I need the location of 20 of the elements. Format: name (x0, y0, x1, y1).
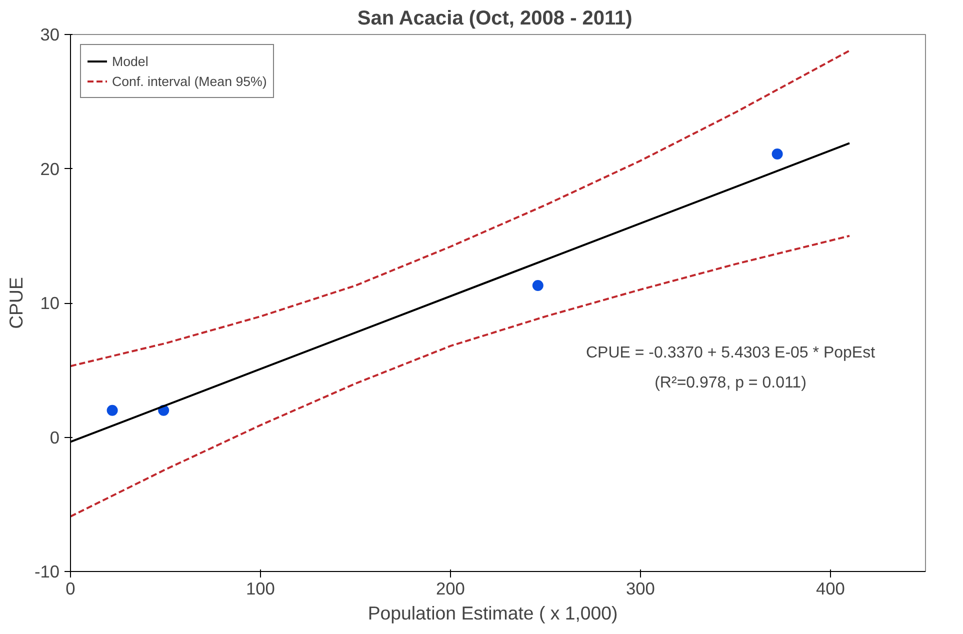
x-tick-label: 400 (816, 578, 845, 598)
annotation: CPUE = -0.3370 + 5.4303 E-05 * PopEst (586, 344, 876, 362)
legend-label: Model (112, 54, 148, 68)
point (532, 280, 544, 292)
legend-label: Conf. interval (Mean 95%) (112, 74, 267, 88)
y-tick-label: 0 (50, 427, 60, 448)
point (772, 148, 783, 160)
x-tick-label: 0 (66, 578, 76, 598)
x-tick-label: 100 (246, 578, 275, 598)
x-tick-label: 200 (436, 578, 465, 598)
y-tick-label: 30 (40, 24, 60, 44)
y-tick-label: 10 (40, 293, 60, 313)
y-axis-title: CPUE (5, 277, 26, 329)
chart-title: San Acacia (Oct, 2008 - 2011) (357, 8, 632, 30)
annotation: (R²=0.978, p = 0.011) (654, 374, 806, 392)
x-tick-label: 300 (626, 578, 655, 598)
y-tick-label: -10 (34, 562, 60, 582)
point (106, 404, 118, 416)
y-tick-label: 20 (40, 158, 60, 179)
x-axis-title: Population Estimate ( x 1,000) (368, 602, 618, 624)
